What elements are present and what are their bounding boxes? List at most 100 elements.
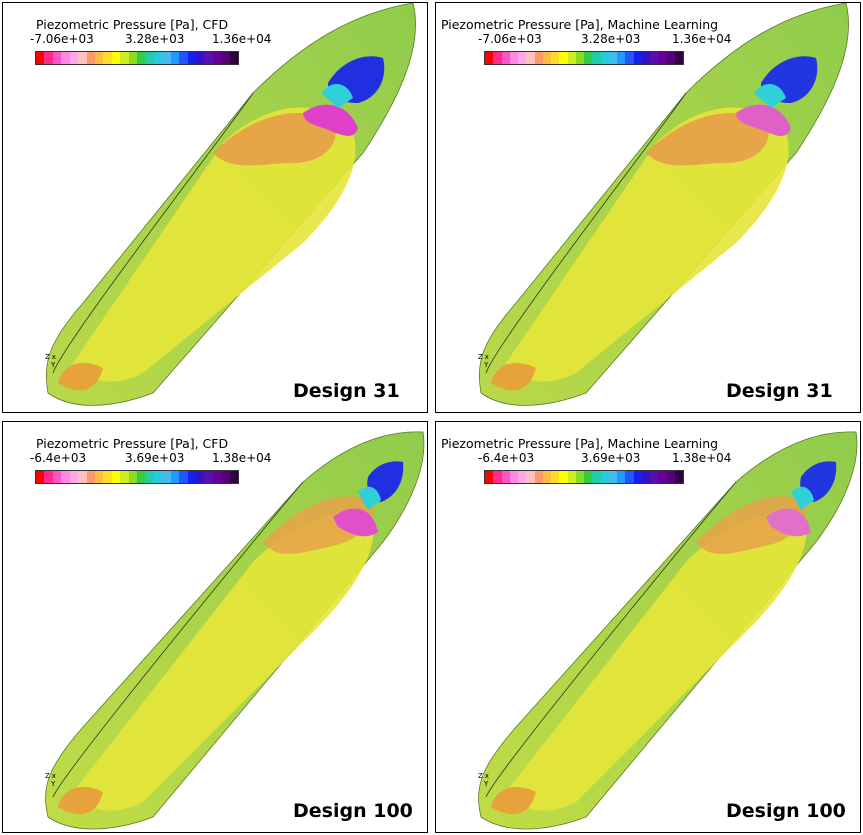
colorbar-segment	[567, 52, 576, 64]
colorbar-segment	[559, 471, 568, 483]
panel-design31-cfd: Piezometric Pressure [Pa], CFD -7.06e+03…	[2, 2, 428, 413]
axis-y-label: Y	[484, 780, 489, 788]
design-label: Design 100	[726, 800, 846, 822]
colorbar-segment	[575, 52, 584, 64]
colorbar-segment	[120, 52, 129, 64]
colorbar-tick-max: 1.38e+04	[672, 451, 732, 465]
panel-design31-ml: Piezometric Pressure [Pa], Machine Learn…	[435, 2, 861, 413]
colorbar-segment	[526, 471, 535, 483]
colorbar-segment	[86, 471, 95, 483]
colorbar-segment	[666, 52, 675, 64]
colorbar-segment	[94, 471, 104, 483]
colorbar-segment	[600, 471, 609, 483]
colorbar-segment	[52, 471, 62, 483]
colorbar-tick-min: -7.06e+03	[478, 32, 542, 46]
colorbar-segment	[559, 52, 568, 64]
colorbar-segment	[170, 471, 180, 483]
colorbar-segment	[221, 52, 230, 64]
colorbar-segment	[78, 471, 87, 483]
panel-design100-ml: Piezometric Pressure [Pa], Machine Learn…	[435, 421, 861, 833]
colorbar-segment	[196, 52, 205, 64]
colorbar-segment	[137, 52, 146, 64]
legend-title: Piezometric Pressure [Pa], CFD	[36, 17, 229, 32]
colorbar-tick-min: -6.4e+03	[478, 451, 535, 465]
colorbar-segment	[493, 471, 502, 483]
colorbar-segment	[204, 471, 213, 483]
design-label: Design 31	[726, 380, 833, 402]
colorbar-segment	[534, 52, 543, 64]
colorbar-segment	[509, 52, 518, 64]
colorbar-segment	[542, 471, 551, 483]
legend-title: Piezometric Pressure [Pa], Machine Learn…	[441, 436, 719, 451]
colorbar-tick-max: 1.36e+04	[212, 32, 272, 46]
hull-pressure-render	[478, 3, 849, 406]
colorbar-segment	[52, 52, 62, 64]
colorbar-segment	[674, 471, 683, 483]
colorbar-segment	[584, 471, 593, 483]
axis-x-label: x	[484, 353, 489, 361]
colorbar-segment	[69, 471, 79, 483]
colorbar-segment	[153, 471, 163, 483]
colorbar-segment	[658, 471, 667, 483]
colorbar-segment	[162, 471, 171, 483]
axis-y-label: Y	[484, 361, 489, 369]
colorbar-segment	[111, 471, 121, 483]
axis-y-label: Y	[51, 780, 56, 788]
colorbar-segment	[617, 52, 626, 64]
colorbar	[35, 51, 239, 65]
colorbar-segment	[61, 471, 70, 483]
colorbar-tick-max: 1.36e+04	[672, 32, 732, 46]
colorbar-segment	[600, 52, 609, 64]
axis-y-label: Y	[51, 361, 56, 369]
colorbar-segment	[221, 471, 230, 483]
colorbar-segment	[36, 52, 45, 64]
colorbar-segment	[44, 52, 53, 64]
axis-x-label: x	[484, 772, 489, 780]
colorbar-segment	[485, 471, 494, 483]
axis-x-label: x	[51, 772, 56, 780]
colorbar-segment	[650, 52, 659, 64]
colorbar-segment	[534, 471, 543, 483]
design-label: Design 31	[293, 380, 400, 402]
colorbar-segment	[641, 52, 650, 64]
colorbar-segment	[641, 471, 650, 483]
colorbar-segment	[501, 52, 510, 64]
colorbar-segment	[666, 471, 675, 483]
axis-z-label: Z	[478, 772, 483, 780]
colorbar-segment	[111, 52, 121, 64]
colorbar-segment	[551, 471, 560, 483]
colorbar-segment	[584, 52, 593, 64]
colorbar-segment	[592, 471, 601, 483]
colorbar-segment	[187, 52, 197, 64]
colorbar-tick-min: -7.06e+03	[30, 32, 94, 46]
colorbar-segment	[650, 471, 659, 483]
colorbar-segment	[94, 52, 104, 64]
colorbar-segment	[542, 52, 551, 64]
colorbar-segment	[212, 52, 222, 64]
colorbar-segment	[204, 52, 213, 64]
colorbar-segment	[86, 52, 95, 64]
colorbar-segment	[485, 52, 494, 64]
colorbar-segment	[229, 52, 239, 64]
colorbar-segment	[44, 471, 53, 483]
colorbar-segment	[617, 471, 626, 483]
colorbar-tick-mid: 3.69e+03	[581, 451, 641, 465]
colorbar-segment	[36, 471, 45, 483]
colorbar-segment	[120, 471, 129, 483]
colorbar-segment	[179, 471, 188, 483]
colorbar-segment	[625, 471, 634, 483]
legend-title: Piezometric Pressure [Pa], Machine Learn…	[441, 17, 719, 32]
colorbar-segment	[179, 52, 188, 64]
colorbar-segment	[674, 52, 683, 64]
colorbar-segment	[103, 471, 112, 483]
axis-x-label: x	[51, 353, 56, 361]
colorbar-segment	[518, 52, 527, 64]
colorbar	[484, 51, 684, 65]
colorbar-tick-mid: 3.28e+03	[125, 32, 185, 46]
colorbar-segment	[658, 52, 667, 64]
colorbar-segment	[509, 471, 518, 483]
panel-design100-cfd: Piezometric Pressure [Pa], CFD -6.4e+03 …	[2, 421, 428, 833]
